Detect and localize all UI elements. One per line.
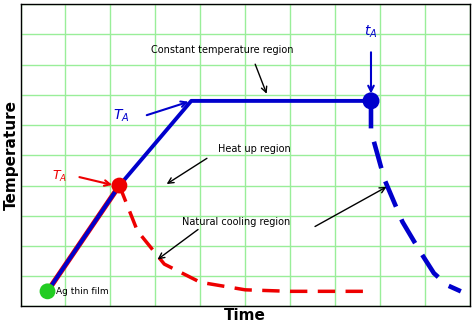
Point xyxy=(44,289,51,294)
Text: $t_A$: $t_A$ xyxy=(365,24,378,41)
Text: Natural cooling region: Natural cooling region xyxy=(182,217,291,227)
Text: $T_A$: $T_A$ xyxy=(113,108,129,124)
Text: Ag thin film: Ag thin film xyxy=(56,287,109,296)
Y-axis label: Temperature: Temperature xyxy=(4,100,19,210)
Point xyxy=(367,98,375,104)
Point xyxy=(116,183,123,188)
Text: Constant temperature region: Constant temperature region xyxy=(152,44,294,55)
Text: $T_A$: $T_A$ xyxy=(52,169,67,184)
X-axis label: Time: Time xyxy=(224,308,266,323)
Text: Heat up region: Heat up region xyxy=(218,144,291,154)
